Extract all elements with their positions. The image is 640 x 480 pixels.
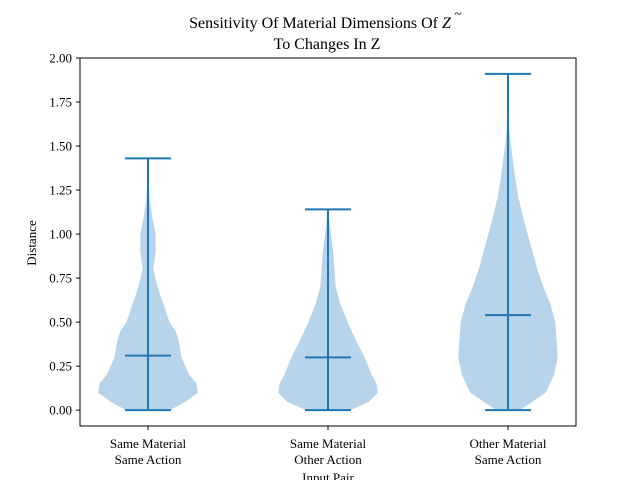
y-tick-label: 0.75 bbox=[49, 271, 72, 286]
y-tick-label: 1.25 bbox=[49, 183, 72, 198]
svg-text:Sensitivity Of Material Dimens: Sensitivity Of Material Dimensions Of Z bbox=[189, 15, 452, 32]
y-tick-label: 0.25 bbox=[49, 359, 72, 374]
title-symbol-accent: ~ bbox=[454, 7, 462, 22]
y-tick-label: 1.00 bbox=[49, 227, 72, 242]
x-tick-label: Same Material Other Action bbox=[290, 436, 367, 467]
y-tick-label: 2.00 bbox=[49, 51, 72, 66]
y-axis: 0.00 0.25 0.50 0.75 1.00 1.25 1.50 1.75 2.00 bbox=[49, 51, 80, 418]
title-symbol: Z bbox=[442, 15, 452, 32]
title-line1: Sensitivity Of Material Dimensions Of bbox=[189, 15, 439, 32]
y-tick-label: 1.50 bbox=[49, 139, 72, 154]
x-axis-label: Input Pair bbox=[302, 470, 354, 480]
x-axis: Same Material Same Action Same Material Oth… bbox=[110, 426, 547, 467]
y-axis-label: Distance bbox=[24, 220, 39, 266]
y-tick-label: 0.00 bbox=[49, 403, 72, 418]
chart-title: Sensitivity Of Material Dimensions Of Z … bbox=[189, 7, 462, 53]
title-line2: To Changes In Z bbox=[274, 36, 381, 53]
y-tick-label: 1.75 bbox=[49, 95, 72, 110]
y-tick-label: 0.50 bbox=[49, 315, 72, 330]
violins-layer bbox=[98, 72, 558, 412]
x-tick-label: Same Material Same Action bbox=[110, 436, 187, 467]
x-tick-label: Other Material Same Action bbox=[470, 436, 547, 467]
